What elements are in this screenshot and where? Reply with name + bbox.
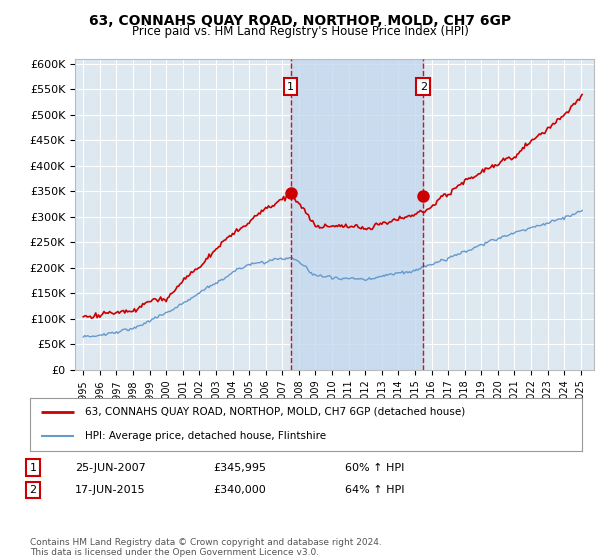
Text: 63, CONNAHS QUAY ROAD, NORTHOP, MOLD, CH7 6GP: 63, CONNAHS QUAY ROAD, NORTHOP, MOLD, CH…	[89, 14, 511, 28]
Text: 17-JUN-2015: 17-JUN-2015	[75, 485, 146, 495]
Text: HPI: Average price, detached house, Flintshire: HPI: Average price, detached house, Flin…	[85, 431, 326, 441]
Text: £340,000: £340,000	[213, 485, 266, 495]
Text: 2: 2	[29, 485, 37, 495]
Text: 63, CONNAHS QUAY ROAD, NORTHOP, MOLD, CH7 6GP (detached house): 63, CONNAHS QUAY ROAD, NORTHOP, MOLD, CH…	[85, 407, 466, 417]
Text: 25-JUN-2007: 25-JUN-2007	[75, 463, 146, 473]
Text: Contains HM Land Registry data © Crown copyright and database right 2024.
This d: Contains HM Land Registry data © Crown c…	[30, 538, 382, 557]
Text: 2: 2	[419, 82, 427, 92]
Text: 1: 1	[29, 463, 37, 473]
Bar	[290, 59, 423, 370]
Text: £345,995: £345,995	[213, 463, 266, 473]
Text: Price paid vs. HM Land Registry's House Price Index (HPI): Price paid vs. HM Land Registry's House …	[131, 25, 469, 38]
Text: 60% ↑ HPI: 60% ↑ HPI	[345, 463, 404, 473]
Text: 64% ↑ HPI: 64% ↑ HPI	[345, 485, 404, 495]
Text: 1: 1	[287, 82, 294, 92]
